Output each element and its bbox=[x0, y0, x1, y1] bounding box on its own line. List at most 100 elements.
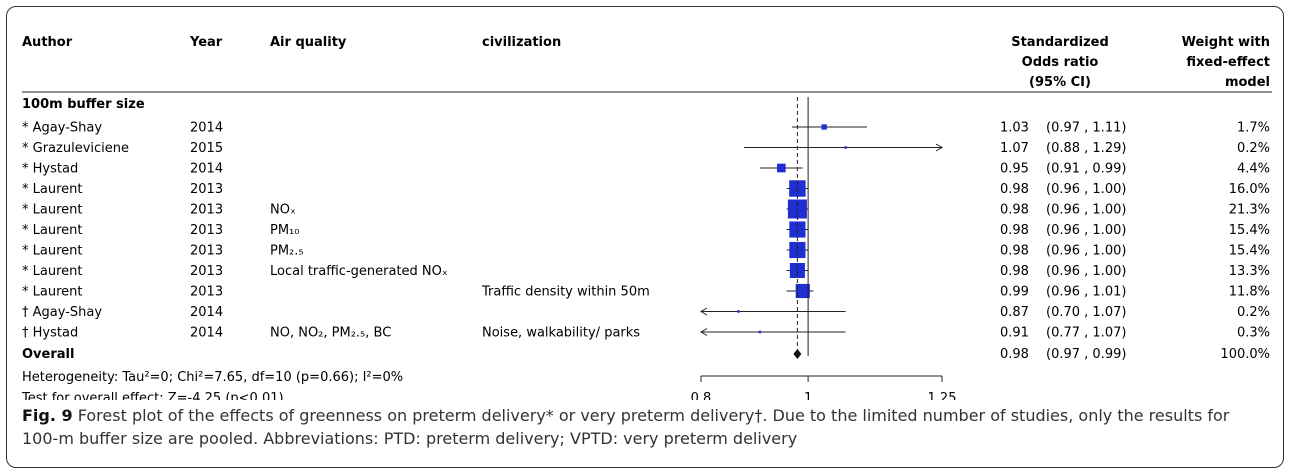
header-weight-line1: Weight with bbox=[1182, 35, 1270, 50]
row-author: * Laurent bbox=[22, 203, 82, 218]
header-weight-line3: model bbox=[1225, 75, 1270, 90]
header-author: Author bbox=[22, 35, 73, 50]
header-air-quality: Air quality bbox=[270, 35, 347, 50]
row-weight: 15.4% bbox=[1229, 244, 1270, 259]
ci-arrow-left bbox=[700, 328, 708, 336]
row-or: 0.98 bbox=[1000, 264, 1029, 279]
row-or: 1.07 bbox=[1000, 141, 1029, 156]
row-year: 2013 bbox=[190, 223, 223, 238]
row-weight: 21.3% bbox=[1229, 203, 1270, 218]
row-weight: 15.4% bbox=[1229, 223, 1270, 238]
plot-marks bbox=[700, 97, 943, 359]
row-ci: (0.91 , 0.99) bbox=[1046, 162, 1126, 177]
row-author: * Agay-Shay bbox=[22, 121, 102, 136]
row-year: 2014 bbox=[190, 326, 223, 341]
axis-tick-label: 1.25 bbox=[928, 391, 957, 400]
row-or: 1.03 bbox=[1000, 121, 1029, 136]
row-air-quality: NOₓ bbox=[270, 203, 296, 218]
row-ci: (0.96 , 1.01) bbox=[1046, 285, 1126, 300]
row-ci: (0.96 , 1.00) bbox=[1046, 223, 1126, 238]
row-year: 2013 bbox=[190, 203, 223, 218]
forest-plot: Author Year Air quality civilization Sta… bbox=[21, 35, 1272, 400]
row-air-quality: PM₂.₅ bbox=[270, 244, 304, 259]
row-or: 0.98 bbox=[1000, 223, 1029, 238]
row-ci: (0.97 , 1.11) bbox=[1046, 121, 1126, 136]
row-ci: (0.77 , 1.07) bbox=[1046, 326, 1126, 341]
row-weight: 13.3% bbox=[1229, 264, 1270, 279]
row-year: 2013 bbox=[190, 264, 223, 279]
row-author: * Hystad bbox=[22, 162, 78, 177]
row-or: 0.98 bbox=[1000, 203, 1029, 218]
row-year: 2014 bbox=[190, 121, 223, 136]
ci-arrow-left bbox=[700, 307, 708, 316]
row-author: * Laurent bbox=[22, 223, 82, 238]
overall-diamond bbox=[793, 349, 802, 359]
overall-ci: (0.97 , 0.99) bbox=[1046, 347, 1126, 362]
row-year: 2013 bbox=[190, 182, 223, 197]
row-air-quality: Local traffic-generated NOₓ bbox=[270, 264, 448, 279]
figure-caption: Fig. 9 Forest plot of the effects of gre… bbox=[22, 404, 1262, 450]
row-year: 2013 bbox=[190, 285, 223, 300]
overall-label: Overall bbox=[22, 347, 74, 362]
row-weight: 11.8% bbox=[1229, 285, 1270, 300]
row-weight: 0.2% bbox=[1237, 305, 1270, 320]
axis-tick-label: 1 bbox=[804, 391, 812, 400]
header-civilization: civilization bbox=[482, 35, 561, 50]
row-or: 0.98 bbox=[1000, 182, 1029, 197]
row-air-quality: PM₁₀ bbox=[270, 223, 299, 238]
header-or-line3: (95% CI) bbox=[1029, 75, 1091, 90]
overall-effect-text: Test for overall effect: Z=-4.25 (p<0.01… bbox=[21, 391, 284, 400]
study-rows: * Agay-Shay 2014 1.03 (0.97 , 1.11) 1.7% * Gr… bbox=[22, 121, 1270, 341]
estimate-square bbox=[795, 283, 810, 299]
header-or-line1: Standardized bbox=[1011, 35, 1109, 50]
row-author: * Grazuleviciene bbox=[22, 141, 129, 156]
row-ci: (0.96 , 1.00) bbox=[1046, 203, 1126, 218]
heterogeneity-text: Heterogeneity: Tau²=0; Chi²=7.65, df=10 … bbox=[22, 370, 403, 385]
row-ci: (0.70 , 1.07) bbox=[1046, 305, 1126, 320]
estimate-square bbox=[758, 330, 762, 334]
row-civilization: Noise, walkability/ parks bbox=[482, 326, 640, 341]
row-year: 2014 bbox=[190, 162, 223, 177]
figure-frame bbox=[6, 6, 1284, 468]
row-weight: 1.7% bbox=[1237, 121, 1270, 136]
row-year: 2015 bbox=[190, 141, 223, 156]
axis-tick-label: 0.8 bbox=[691, 391, 712, 400]
row-author: * Laurent bbox=[22, 264, 82, 279]
row-weight: 0.3% bbox=[1237, 326, 1270, 341]
row-author: * Laurent bbox=[22, 285, 82, 300]
row-or: 0.95 bbox=[1000, 162, 1029, 177]
row-author: † Hystad bbox=[22, 326, 78, 341]
overall-weight: 100.0% bbox=[1220, 347, 1270, 362]
estimate-square bbox=[844, 146, 847, 149]
row-air-quality: NO, NO₂, PM₂.₅, BC bbox=[270, 326, 391, 341]
caption-label: Fig. 9 bbox=[22, 406, 73, 425]
ci-arrow-right bbox=[935, 143, 943, 152]
estimate-square bbox=[789, 241, 806, 259]
estimate-square bbox=[821, 124, 827, 130]
estimate-square bbox=[789, 221, 806, 238]
row-weight: 16.0% bbox=[1229, 182, 1270, 197]
row-or: 0.91 bbox=[1000, 326, 1029, 341]
group-label: 100m buffer size bbox=[22, 97, 145, 112]
row-author: * Laurent bbox=[22, 244, 82, 259]
row-or: 0.87 bbox=[1000, 305, 1029, 320]
caption-text: Forest plot of the effects of greenness … bbox=[22, 406, 1230, 448]
row-or: 0.99 bbox=[1000, 285, 1029, 300]
estimate-square bbox=[737, 310, 740, 313]
row-ci: (0.88 , 1.29) bbox=[1046, 141, 1126, 156]
header-weight-line2: fixed-effect bbox=[1186, 55, 1270, 70]
header-year: Year bbox=[189, 35, 223, 50]
row-author: † Agay-Shay bbox=[22, 305, 102, 320]
x-axis: 0.8 1 1.25 bbox=[691, 375, 957, 400]
row-ci: (0.96 , 1.00) bbox=[1046, 182, 1126, 197]
row-author: * Laurent bbox=[22, 182, 82, 197]
row-civilization: Traffic density within 50m bbox=[481, 285, 650, 300]
header-or-line2: Odds ratio bbox=[1022, 55, 1099, 70]
row-ci: (0.96 , 1.00) bbox=[1046, 264, 1126, 279]
estimate-square bbox=[777, 163, 786, 173]
row-weight: 0.2% bbox=[1237, 141, 1270, 156]
row-ci: (0.96 , 1.00) bbox=[1046, 244, 1126, 259]
row-year: 2014 bbox=[190, 305, 223, 320]
row-or: 0.98 bbox=[1000, 244, 1029, 259]
row-weight: 4.4% bbox=[1237, 162, 1270, 177]
